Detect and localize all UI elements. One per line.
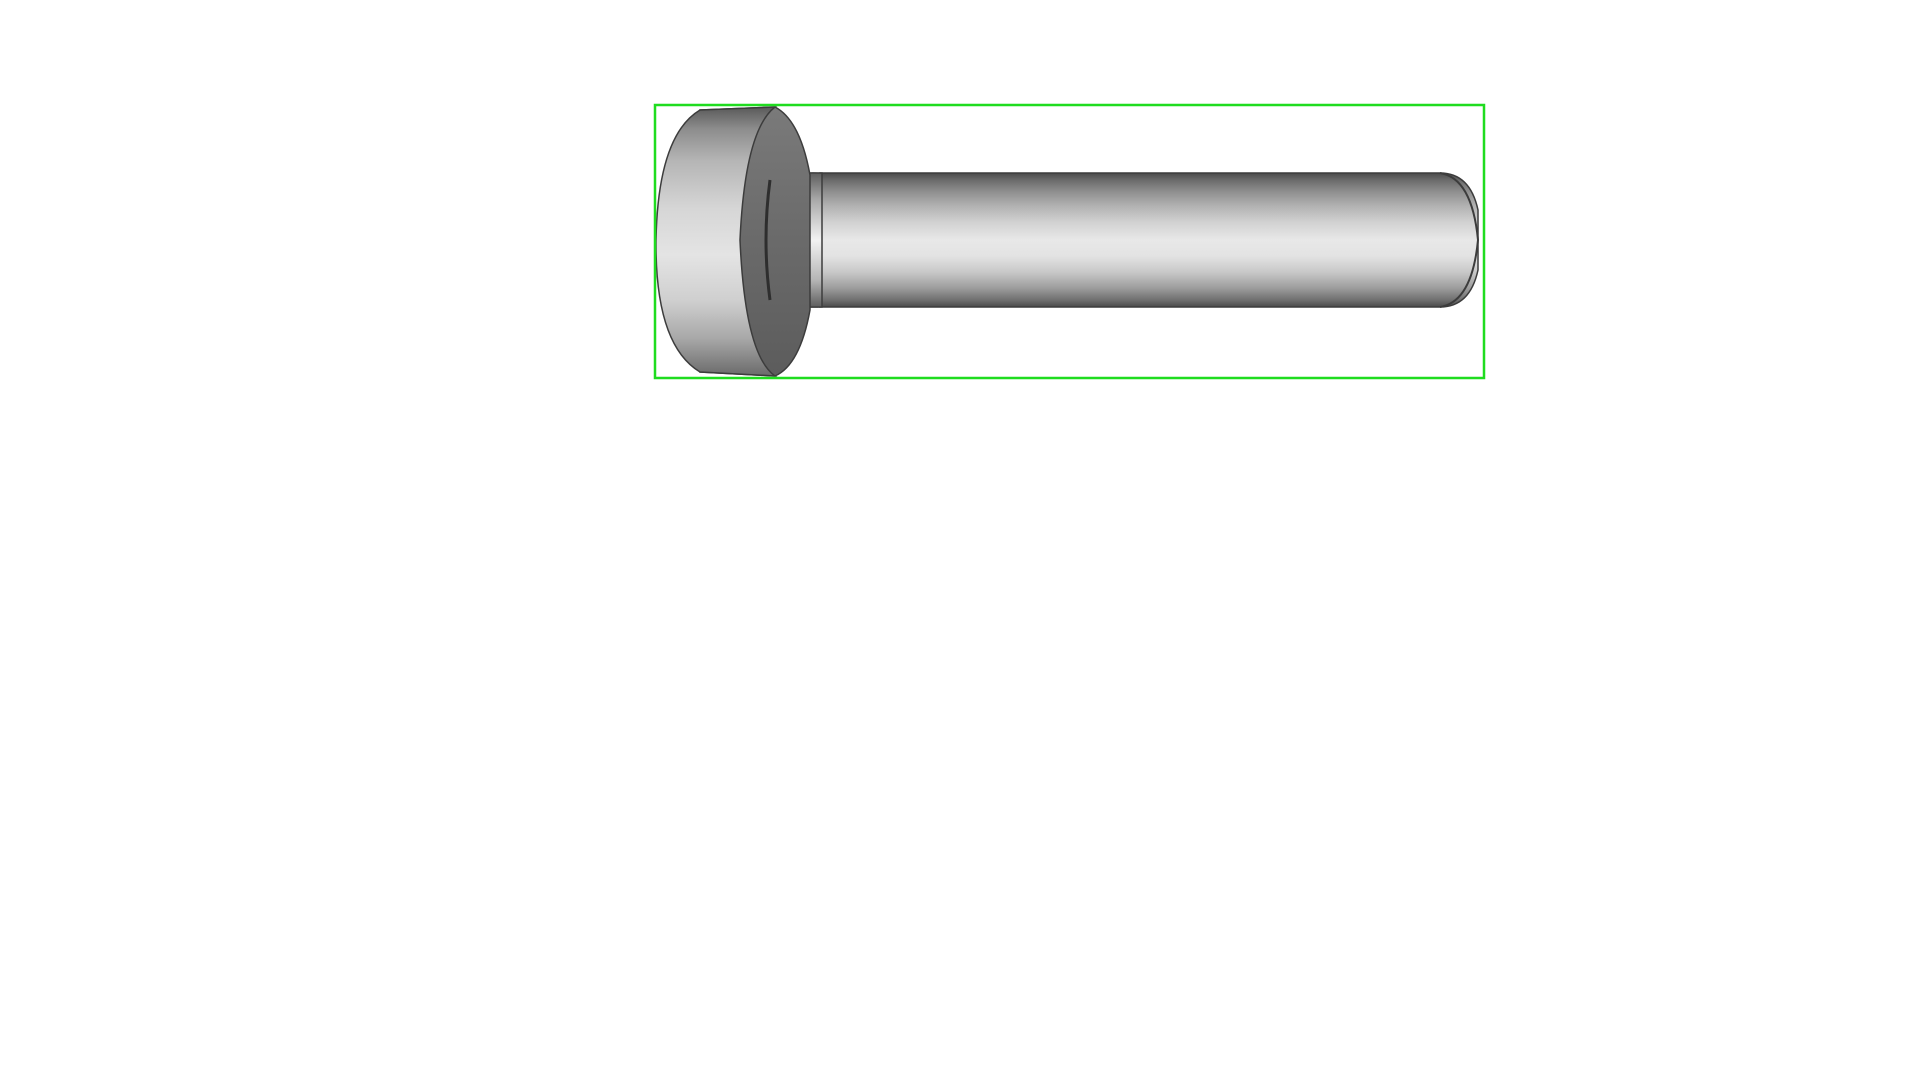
bounding-box	[653, 103, 1486, 380]
screw-shaft	[819, 172, 1480, 308]
screw-head	[655, 106, 811, 377]
